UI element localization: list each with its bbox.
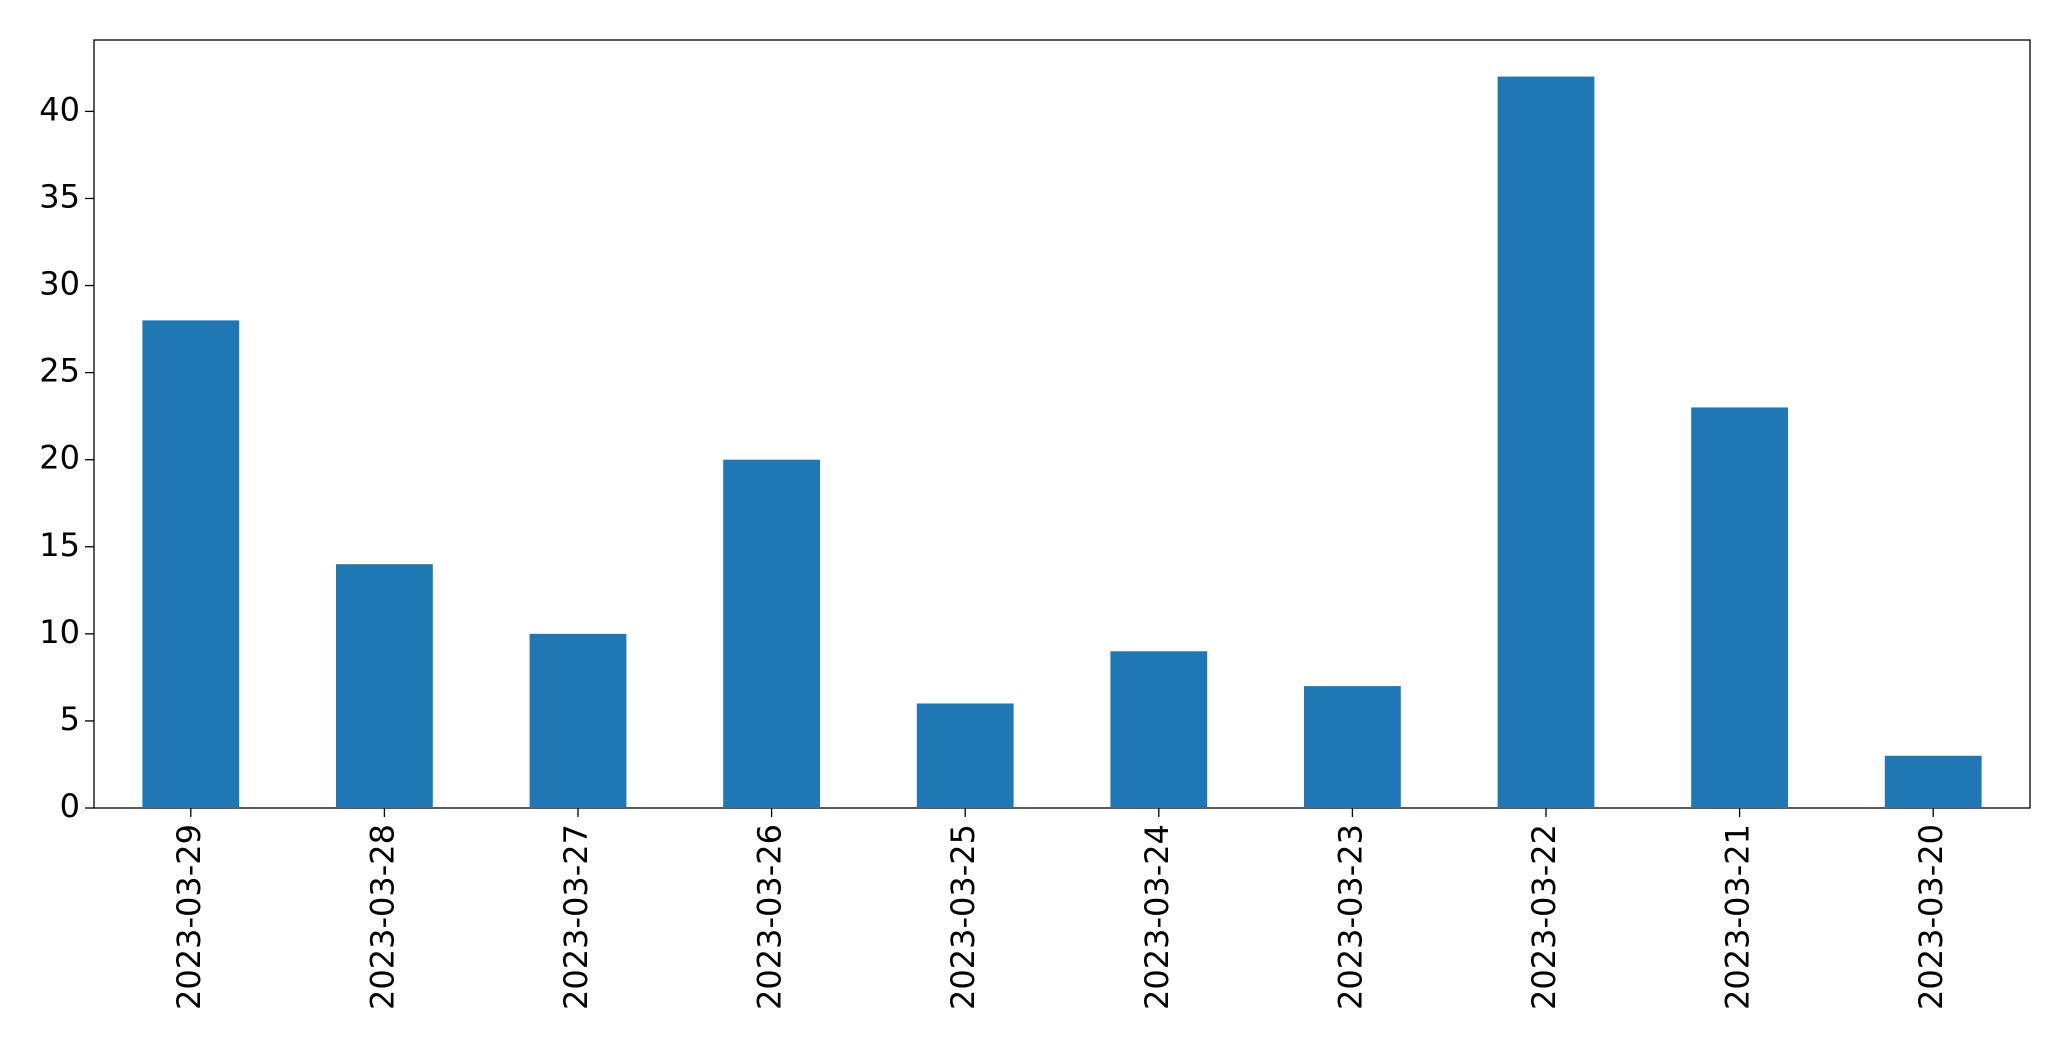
y-tick-label: 0 (60, 787, 80, 825)
y-tick-label: 25 (39, 352, 80, 390)
y-tick-label: 10 (39, 613, 80, 651)
bar (529, 633, 627, 808)
bar (1110, 651, 1208, 808)
x-tick-label: 2023-03-23 (1331, 824, 1369, 1010)
x-tick-label: 2023-03-25 (944, 824, 982, 1010)
x-tick-label: 2023-03-26 (751, 824, 789, 1010)
x-tick-label: 2023-03-29 (170, 824, 208, 1010)
bar (336, 564, 433, 808)
bar (142, 320, 240, 808)
x-tick-label: 2023-03-21 (1719, 824, 1757, 1010)
x-tick-label: 2023-03-27 (557, 824, 595, 1010)
bar (1884, 755, 1982, 808)
y-tick-label: 20 (39, 439, 80, 477)
bar (1304, 686, 1401, 808)
x-tick-label: 2023-03-20 (1912, 824, 1950, 1010)
y-tick-label: 40 (39, 90, 80, 128)
x-tick-label: 2023-03-24 (1138, 824, 1176, 1010)
y-tick-label: 35 (39, 177, 80, 215)
y-tick-label: 5 (60, 700, 80, 738)
plot-frame (93, 39, 2031, 809)
x-tick-label: 2023-03-22 (1525, 824, 1563, 1010)
bar (1497, 76, 1595, 809)
y-tick-label: 30 (39, 265, 80, 303)
bar (916, 703, 1014, 808)
bar (1691, 407, 1788, 808)
y-tick-label: 15 (39, 526, 80, 564)
x-tick-label: 2023-03-28 (363, 824, 401, 1010)
bar (723, 459, 820, 808)
